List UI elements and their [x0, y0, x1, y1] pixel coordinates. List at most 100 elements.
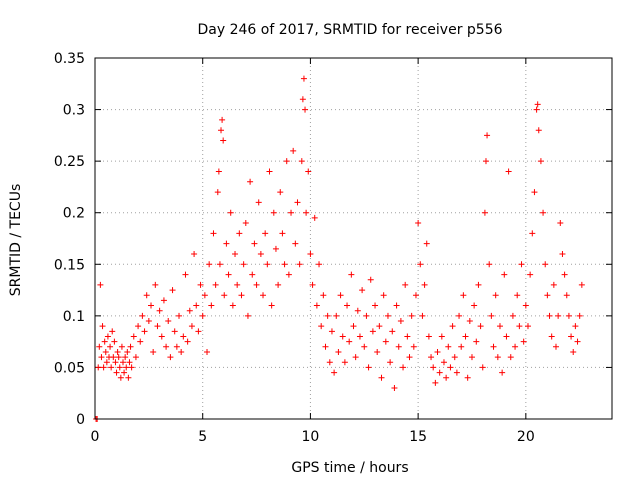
data-point: [535, 127, 542, 134]
data-point: [337, 292, 344, 299]
data-point: [294, 199, 301, 206]
data-point: [443, 374, 450, 381]
data-point: [428, 354, 435, 361]
data-point: [249, 271, 256, 278]
y-tick-label: 0.1: [63, 309, 85, 325]
data-point: [344, 302, 351, 309]
data-point: [96, 343, 103, 350]
data-point: [436, 369, 443, 376]
data-point: [331, 369, 338, 376]
data-point: [303, 209, 310, 216]
data-point: [544, 292, 551, 299]
data-point: [473, 338, 480, 345]
data-point: [350, 323, 357, 330]
data-point: [533, 106, 540, 113]
data-point: [150, 348, 157, 355]
data-point: [268, 302, 275, 309]
data-point: [152, 281, 159, 288]
data-point: [565, 312, 572, 319]
data-point: [380, 292, 387, 299]
data-point: [98, 354, 105, 361]
data-point: [255, 199, 262, 206]
data-point: [305, 168, 312, 175]
y-tick-label: 0.35: [54, 51, 85, 67]
data-point: [108, 364, 115, 371]
data-point: [201, 292, 208, 299]
data-point: [262, 230, 269, 237]
y-tick-label: 0.05: [54, 360, 85, 376]
data-point: [466, 318, 473, 325]
x-tick-label: 0: [91, 429, 100, 445]
data-point: [102, 348, 109, 355]
data-point: [285, 271, 292, 278]
data-point: [572, 323, 579, 330]
data-point: [561, 271, 568, 278]
data-point: [240, 261, 247, 268]
data-point: [378, 374, 385, 381]
data-point: [514, 292, 521, 299]
data-point: [419, 312, 426, 319]
data-point: [348, 271, 355, 278]
data-point: [251, 240, 258, 247]
data-point: [311, 214, 318, 221]
chart-title: Day 246 of 2017, SRMTID for receiver p55…: [197, 22, 502, 38]
data-point: [145, 318, 152, 325]
data-point: [302, 106, 309, 113]
data-point: [184, 338, 191, 345]
data-point: [468, 354, 475, 361]
data-point: [229, 302, 236, 309]
x-tick-label: 15: [409, 429, 427, 445]
data-point: [110, 354, 117, 361]
data-point: [341, 359, 348, 366]
data-point: [423, 240, 430, 247]
data-point: [290, 147, 297, 154]
x-tick-label: 10: [302, 429, 320, 445]
data-point: [369, 328, 376, 335]
data-point: [212, 281, 219, 288]
data-point: [402, 281, 409, 288]
data-point: [124, 348, 131, 355]
data-point: [117, 374, 124, 381]
data-point: [408, 312, 415, 319]
data-point: [415, 220, 422, 227]
data-point: [490, 343, 497, 350]
data-point: [167, 354, 174, 361]
data-point: [425, 333, 432, 340]
data-point: [516, 323, 523, 330]
data-point: [320, 292, 327, 299]
data-point: [113, 369, 120, 376]
data-point: [548, 333, 555, 340]
data-point: [496, 323, 503, 330]
data-point: [313, 302, 320, 309]
data-point: [404, 333, 411, 340]
data-point: [188, 323, 195, 330]
data-point: [186, 307, 193, 314]
data-point: [199, 312, 206, 319]
data-point: [296, 261, 303, 268]
data-point: [214, 189, 221, 196]
data-point: [559, 250, 566, 257]
y-tick-label: 0.3: [63, 103, 85, 119]
data-point: [391, 385, 398, 392]
data-point: [139, 312, 146, 319]
data-point: [397, 318, 404, 325]
data-point: [242, 220, 249, 227]
data-point: [227, 209, 234, 216]
data-point: [324, 312, 331, 319]
y-tick-label: 0.25: [54, 154, 85, 170]
data-point: [333, 312, 340, 319]
data-point: [115, 354, 122, 361]
x-tick-label: 20: [517, 429, 535, 445]
data-point: [288, 209, 295, 216]
data-point: [354, 307, 361, 314]
data-point: [481, 209, 488, 216]
data-point: [534, 101, 541, 108]
data-point: [236, 230, 243, 237]
data-point: [430, 364, 437, 371]
data-point: [279, 230, 286, 237]
data-point: [555, 312, 562, 319]
data-point: [272, 245, 279, 252]
data-point: [477, 323, 484, 330]
data-point: [453, 369, 460, 376]
